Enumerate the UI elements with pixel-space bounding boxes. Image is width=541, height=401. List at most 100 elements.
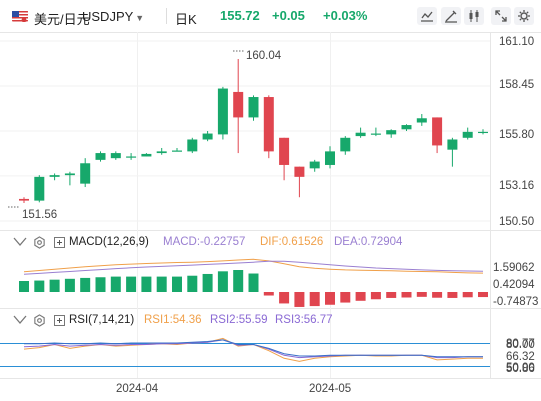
macd-bar (95, 277, 106, 292)
rsi-axis-label: 80.77 (506, 338, 535, 350)
candle-body (340, 137, 351, 152)
us-jp-flag-icon (12, 10, 28, 22)
macd-bar (187, 275, 198, 292)
candle-body (309, 161, 320, 169)
macd-bar (248, 273, 259, 292)
add-indicator-button[interactable] (54, 237, 65, 248)
macd-bar (156, 276, 167, 292)
settings-button[interactable] (514, 7, 534, 25)
macd-bar (126, 276, 137, 292)
candle-body (80, 163, 91, 184)
price-axis-label: 161.10 (499, 36, 534, 48)
rsi1-value: RSI1:54.36 (144, 314, 202, 326)
chart-header: 美元/日元 USDJPY ▼ 日K 155.72 +0.05 +0.03% (0, 0, 541, 32)
rsi-axis-label: 66.32 (506, 351, 535, 363)
macd-bar (325, 292, 335, 305)
rsi-axis-label: 50.00 (506, 362, 535, 374)
candle-body (401, 125, 412, 130)
macd-bar (386, 292, 397, 298)
macd-bar (172, 276, 182, 292)
candle-body (126, 156, 137, 158)
candle-body (478, 131, 488, 134)
high-price-label: 160.04 (246, 50, 282, 62)
macd-bar (478, 292, 488, 298)
candle-body (217, 88, 228, 135)
macd-bar (110, 276, 121, 292)
candle-body (279, 137, 290, 165)
price-change-percent: +0.03% (323, 8, 368, 23)
rsi1-line (23, 337, 483, 362)
dea-line (23, 260, 484, 275)
candle-body (141, 153, 152, 157)
interval-selector[interactable]: 日K (175, 12, 197, 27)
macd-histogram (19, 270, 488, 307)
candle-body (386, 130, 397, 135)
draw-tools-button[interactable] (441, 7, 461, 25)
macd-bar (432, 292, 443, 298)
macd-bar (309, 292, 320, 307)
candle-body (432, 117, 443, 146)
candle-body (248, 97, 259, 118)
macd-bar (416, 292, 427, 297)
candle-body (233, 91, 244, 118)
candle-style-button[interactable] (464, 7, 484, 25)
macd-axis-label: 1.59062 (493, 262, 535, 274)
price-axis-label: 153.16 (499, 180, 534, 192)
price-axis-label: 158.45 (499, 79, 534, 91)
symbol-selector[interactable]: USDJPY ▼ (82, 9, 144, 24)
candle-body (325, 151, 335, 165)
x-axis-label: 2024-05 (309, 383, 351, 395)
macd-bar (447, 292, 458, 298)
macd-legend: MACD(12,26,9) MACD:-0.22757 DIF:0.61526 … (0, 234, 490, 252)
gear-icon[interactable] (33, 314, 46, 327)
candlestick-series (19, 59, 488, 203)
macd-bar (19, 281, 29, 292)
pair-name: 美元/日元 (34, 12, 90, 27)
hide-indicator-icon[interactable] (13, 315, 27, 325)
macd-bar (64, 278, 75, 292)
macd-bar (401, 292, 412, 298)
rsi-axis-label: 50.86 (506, 363, 535, 375)
candle-body (110, 153, 121, 159)
macd-axis-label: -0.74873 (493, 296, 538, 308)
candle-body (416, 118, 427, 123)
price-change: +0.05 (272, 8, 305, 23)
hide-indicator-icon[interactable] (13, 237, 27, 247)
draw-tools-icon (445, 10, 457, 23)
gear-icon (518, 10, 530, 22)
chevron-down-icon: ▼ (135, 13, 145, 23)
rsi2-value: RSI2:55.59 (210, 314, 268, 326)
macd-bar (233, 270, 244, 292)
rsi-axis-label: 80.00 (506, 339, 535, 351)
candle-body (156, 151, 167, 154)
macd-bar (370, 292, 381, 300)
macd-bar (202, 273, 213, 292)
rsi3-value: RSI3:56.77 (275, 314, 333, 326)
expand-icon (495, 10, 507, 22)
macd-bar (355, 292, 366, 301)
symbol-text: USDJPY (82, 9, 134, 24)
candle-body (355, 132, 366, 137)
line-chart-icon (421, 11, 433, 22)
price-axis-label: 155.80 (499, 129, 534, 141)
candle-body (187, 139, 198, 152)
candle-body (370, 133, 381, 135)
candle-body (64, 173, 75, 176)
candle-body (172, 150, 182, 152)
add-indicator-button[interactable] (54, 315, 65, 326)
candle-body (95, 153, 106, 160)
gear-icon[interactable] (33, 236, 46, 249)
line-chart-button[interactable] (417, 7, 437, 25)
macd-bar (279, 292, 290, 304)
low-price-label: 151.56 (22, 209, 57, 221)
candle-body (447, 139, 458, 150)
macd-bar (141, 276, 152, 292)
last-price: 155.72 (220, 8, 260, 23)
rsi-legend: RSI(7,14,21) RSI1:54.36 RSI2:55.59 RSI3:… (0, 312, 490, 330)
macd-bar (34, 280, 45, 292)
fullscreen-button[interactable] (491, 7, 511, 25)
macd-label: MACD(12,26,9) (69, 236, 149, 248)
divider (166, 8, 167, 24)
macd-bar (340, 292, 351, 303)
